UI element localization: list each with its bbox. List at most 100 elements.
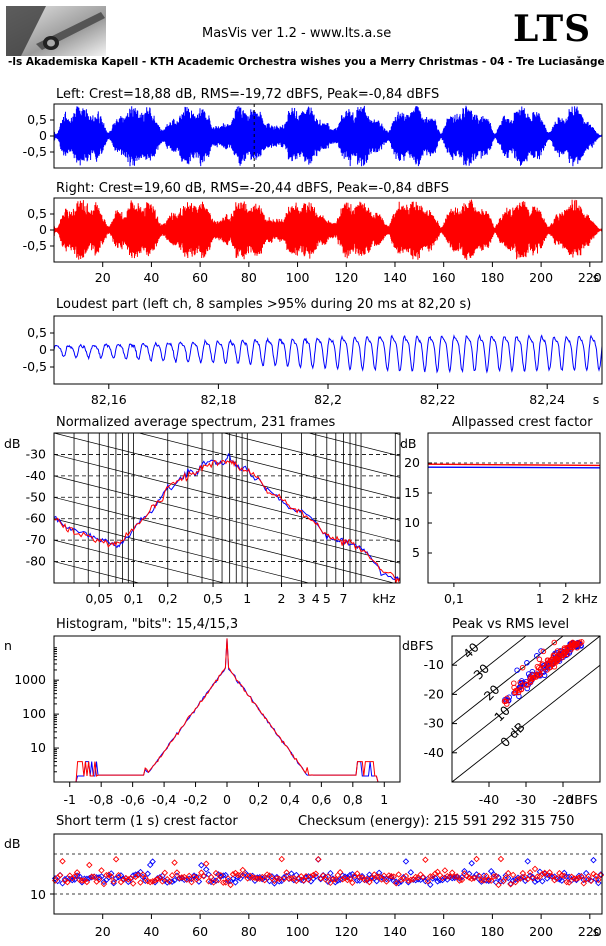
x-tick-label: -30 <box>516 792 536 807</box>
crest-point <box>349 879 356 886</box>
crest-point <box>129 880 137 887</box>
y-tick-label: -30 <box>424 716 444 731</box>
crest-point <box>193 873 200 881</box>
crest-point <box>168 872 176 879</box>
crest-point <box>507 881 514 888</box>
crest-point <box>509 871 517 879</box>
crest-point <box>322 873 329 881</box>
y-tick-label: 10 <box>30 887 46 902</box>
crest-point <box>188 878 195 886</box>
crest-point <box>171 859 178 866</box>
allpassed-frame <box>427 432 601 584</box>
crest-point <box>212 877 220 884</box>
crest-point <box>522 877 529 885</box>
crest-point <box>497 878 505 885</box>
x-tick-label: 1 <box>536 591 544 606</box>
crest-point <box>220 879 227 886</box>
crest-point <box>448 869 456 876</box>
brand-logo: LTS <box>513 8 592 50</box>
right-title: Right: Crest=19,60 dB, RMS=-20,44 dBFS, … <box>56 181 449 196</box>
crest-point <box>546 869 553 876</box>
crest-point <box>224 875 232 882</box>
crest-point <box>531 865 539 873</box>
x-tick-label: -0,8 <box>89 792 113 807</box>
crest-point <box>446 873 454 880</box>
scatter-point <box>530 675 537 681</box>
x-tick-label: 140 <box>383 270 407 285</box>
crest-point <box>207 873 215 881</box>
crest-point <box>461 867 468 875</box>
slope-line <box>54 518 311 583</box>
y-tick-label: 0 <box>39 222 47 237</box>
crest-point <box>575 874 583 881</box>
crest-point <box>483 872 490 880</box>
x-tick-label: 82,24 <box>529 392 565 407</box>
crest-point <box>473 855 480 863</box>
crest-point <box>592 872 600 880</box>
x-tick-label: 180 <box>480 924 504 939</box>
crest-point <box>590 856 597 864</box>
y-tick-label: 5 <box>412 545 420 560</box>
crest-point <box>246 872 254 880</box>
crest-point <box>553 874 561 882</box>
crest-point <box>529 875 536 882</box>
crest-point <box>368 875 376 882</box>
crest-point <box>95 874 103 881</box>
crest-point <box>217 872 225 879</box>
y-tick-label: -50 <box>26 489 46 504</box>
crest-point <box>198 862 205 869</box>
crest-point <box>427 873 434 880</box>
short-term-crest-plot: Short term (1 s) crest factor Checksum (e… <box>4 814 605 939</box>
crest-point <box>441 867 449 874</box>
x-tick-label: -40 <box>479 792 499 807</box>
x-tick-label: 0,2 <box>158 591 178 606</box>
crest-point <box>185 872 193 880</box>
crest-point <box>159 878 166 885</box>
spectrum-y-label: dB <box>4 436 21 451</box>
crest-point <box>71 876 78 883</box>
crest-point <box>375 869 383 877</box>
y-tick-label: -80 <box>26 554 46 569</box>
crest-point <box>115 871 122 879</box>
crest-point <box>470 874 478 882</box>
scatter-point <box>550 658 557 665</box>
crest-point <box>229 871 237 878</box>
x-tick-label: 1 <box>243 591 251 606</box>
histogram-right-line <box>69 638 385 783</box>
crest-point <box>69 874 76 882</box>
crest-point <box>595 876 602 884</box>
crest-point <box>144 870 152 877</box>
crest-point <box>278 855 285 863</box>
x-tick-label: 4 <box>312 591 320 606</box>
y-tick-label: 0,5 <box>27 112 47 127</box>
scatter-point <box>524 660 530 666</box>
x-tick-label: -0,2 <box>183 792 207 807</box>
crest-point <box>307 873 315 880</box>
scatter-point <box>551 639 558 646</box>
allpassed-y-label: dB <box>400 436 417 451</box>
crest-point <box>283 869 290 876</box>
x-tick-label: 3 <box>298 591 306 606</box>
x-unit-label: s <box>593 924 600 939</box>
crest-point <box>504 874 512 882</box>
crest-point <box>580 880 587 887</box>
crest-point <box>268 873 276 880</box>
allpassed-title: Allpassed crest factor <box>452 415 593 430</box>
crest-point <box>468 875 475 883</box>
x-tick-label: 120 <box>334 270 358 285</box>
crest-point <box>198 869 205 876</box>
crest-point <box>232 879 239 886</box>
crest-point <box>495 874 502 881</box>
crest-point <box>222 879 229 886</box>
crest-point <box>390 873 397 880</box>
crest-point <box>278 877 285 885</box>
crest-point <box>178 874 186 881</box>
histogram-plot: Histogram, "bits": 15,4/15,3n100010010-1… <box>4 617 388 807</box>
x-tick-label: 82,22 <box>420 392 456 407</box>
x-tick-label: 160 <box>432 270 456 285</box>
y-tick-label: -0,5 <box>23 144 47 159</box>
scatter-point <box>512 689 519 695</box>
crest-point <box>332 876 339 883</box>
crest-point <box>86 861 93 869</box>
